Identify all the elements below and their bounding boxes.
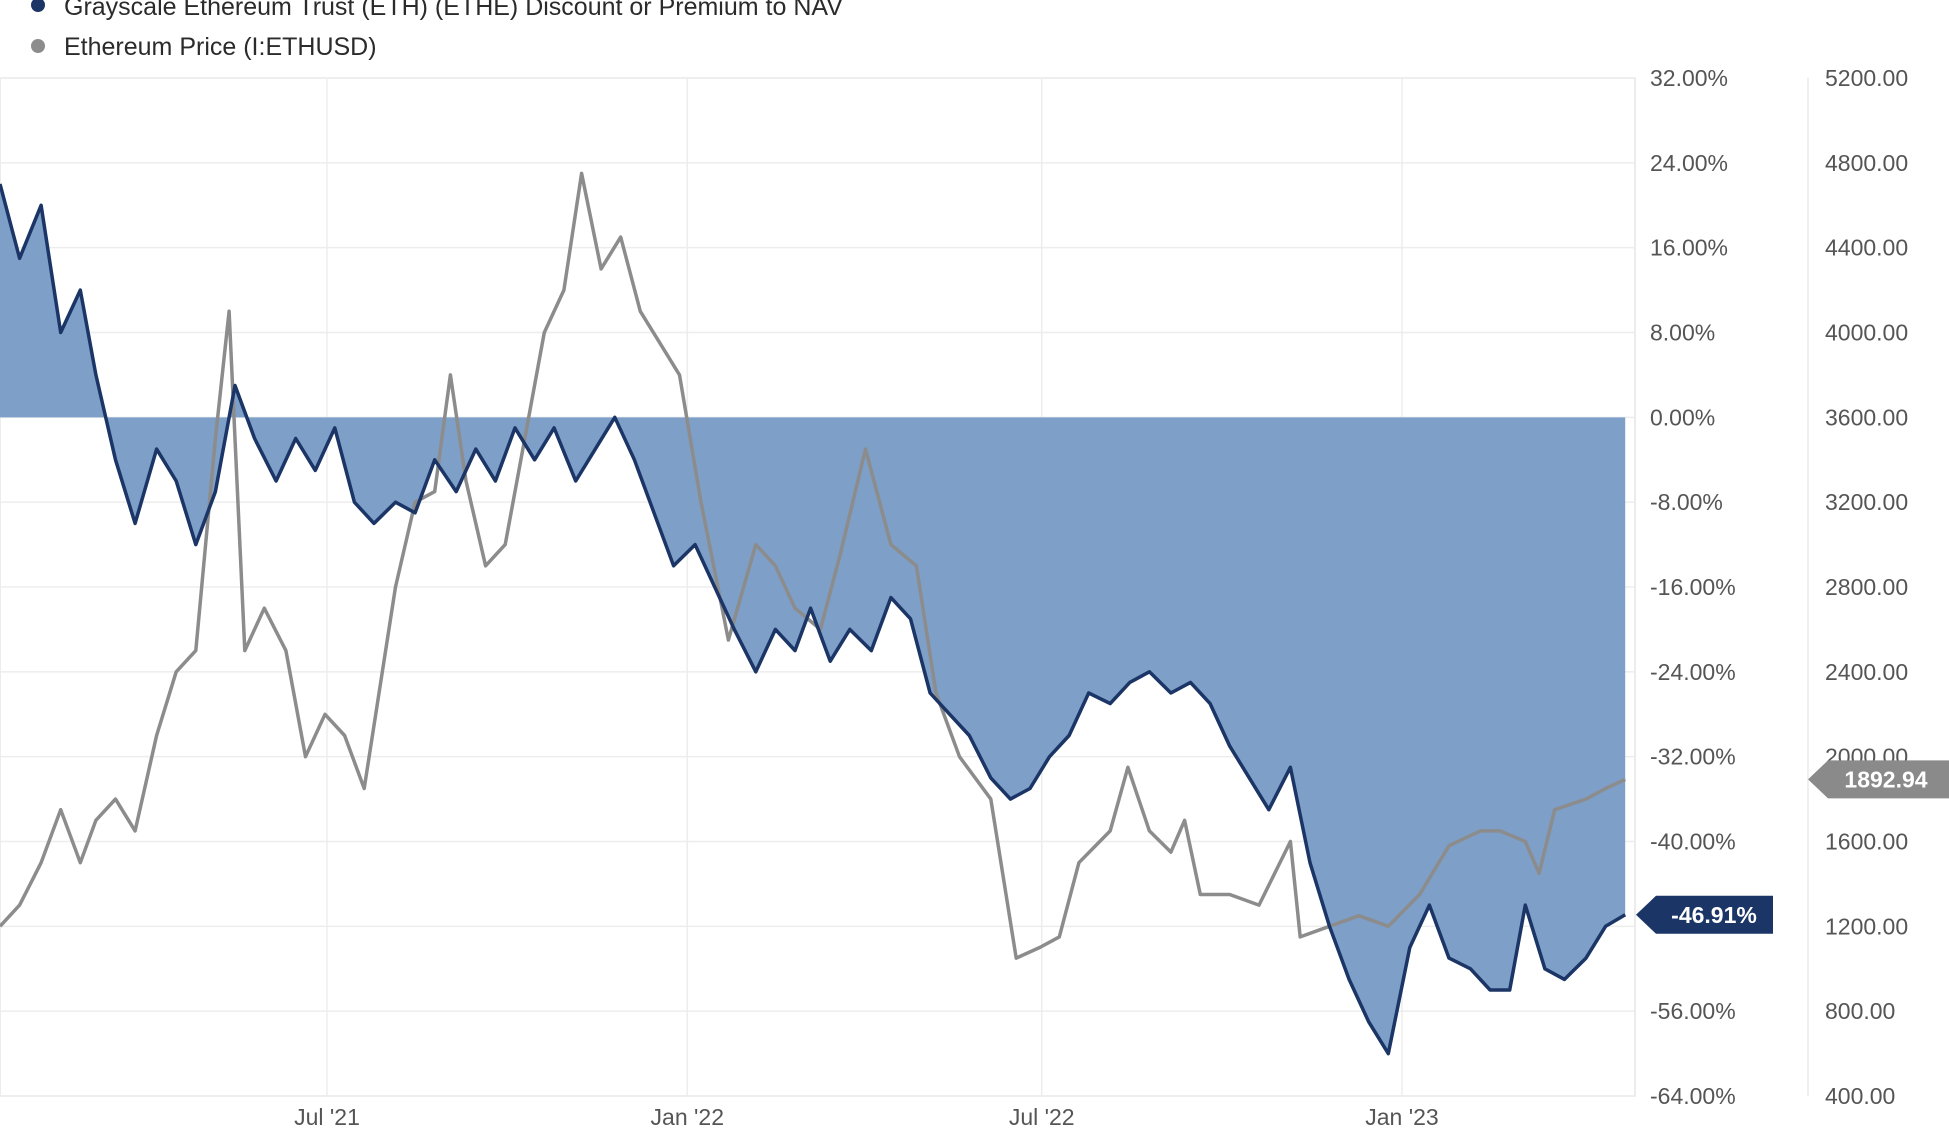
right-axis-tick-label: 2800.00 xyxy=(1825,574,1908,600)
x-axis-tick-label: Jan '23 xyxy=(1365,1104,1438,1130)
legend-marker-ethe xyxy=(31,0,45,12)
ethusd-last-value-label: 1892.94 xyxy=(1844,766,1927,792)
legend-label-ethusd: Ethereum Price (I:ETHUSD) xyxy=(64,33,377,61)
legend-marker-ethusd xyxy=(31,39,45,53)
right-axis-tick-label: 5200.00 xyxy=(1825,65,1908,91)
ethusd-price-line xyxy=(0,171,1626,960)
x-axis-tick-label: Jul '22 xyxy=(1009,1104,1075,1130)
last-value-badges: -46.91% 1892.94 xyxy=(1636,760,1949,934)
right-axis: 5200.00 4800.00 4400.00 4000.00 3600.00 3200.… xyxy=(1825,65,1908,1109)
ethe-area-fill xyxy=(0,184,1626,1054)
ethe-discount-line xyxy=(0,183,1627,1056)
left-axis-tick-label: -56.00% xyxy=(1650,998,1736,1024)
series-lines xyxy=(0,171,1627,1056)
legend-label-ethe: Grayscale Ethereum Trust (ETH) (ETHE) Di… xyxy=(64,0,843,21)
left-axis-tick-label: -32.00% xyxy=(1650,744,1736,770)
right-axis-tick-label: 4400.00 xyxy=(1825,235,1908,261)
legend: Grayscale Ethereum Trust (ETH) (ETHE) Di… xyxy=(31,0,843,61)
left-axis-tick-label: 8.00% xyxy=(1650,320,1715,346)
right-axis-tick-label: 3600.00 xyxy=(1825,404,1908,430)
x-axis-tick-label: Jan '22 xyxy=(651,1104,724,1130)
x-axis-tick-label: Jul '21 xyxy=(294,1104,360,1130)
left-axis-tick-label: -40.00% xyxy=(1650,829,1736,855)
right-axis-tick-label: 1200.00 xyxy=(1825,913,1908,939)
ethe-last-value-badge xyxy=(1636,895,1773,934)
right-axis-tick-label: 800.00 xyxy=(1825,998,1895,1024)
ethusd-last-value-badge xyxy=(1808,760,1949,799)
right-axis-tick-label: 1600.00 xyxy=(1825,829,1908,855)
left-axis-tick-label: 16.00% xyxy=(1650,235,1728,261)
x-axis: Jul '21 Jan '22 Jul '22 Jan '23 xyxy=(294,1104,1439,1130)
left-axis-tick-label: 0.00% xyxy=(1650,404,1715,430)
right-axis-tick-label: 4800.00 xyxy=(1825,150,1908,176)
right-axis-tick-label: 3200.00 xyxy=(1825,489,1908,515)
left-axis-tick-label: -16.00% xyxy=(1650,574,1736,600)
left-axis-tick-label: 32.00% xyxy=(1650,65,1728,91)
left-axis-tick-label: -24.00% xyxy=(1650,659,1736,685)
right-axis-tick-label: 4000.00 xyxy=(1825,320,1908,346)
left-axis-tick-label: -64.00% xyxy=(1650,1083,1736,1109)
left-axis: 32.00% 24.00% 16.00% 8.00% 0.00% -8.00% -16.00… xyxy=(1650,65,1736,1109)
left-axis-tick-label: -8.00% xyxy=(1650,489,1723,515)
ethe-discount-area xyxy=(0,184,1626,1054)
ethe-last-value-label: -46.91% xyxy=(1671,902,1757,928)
right-axis-tick-label: 400.00 xyxy=(1825,1083,1895,1109)
right-axis-tick-label: 2400.00 xyxy=(1825,659,1908,685)
left-axis-tick-label: 24.00% xyxy=(1650,150,1728,176)
